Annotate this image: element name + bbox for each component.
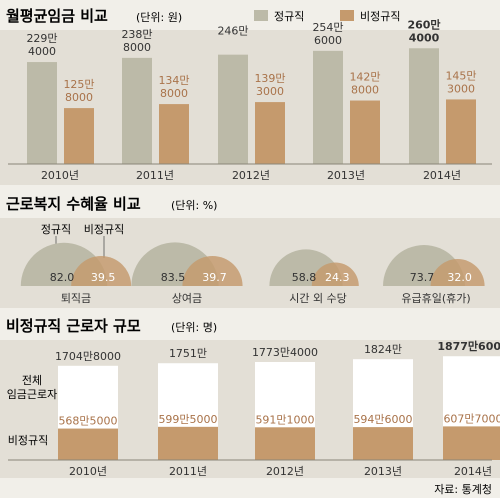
workers-title: 비정규직 근로자 규모 [6,317,141,335]
welfare-unit: (단위: %) [171,199,217,212]
workers-x-tick: 2012년 [266,465,304,478]
welfare-section: 근로복지 수혜율 비교 (단위: %) 정규직 비정규직 82.0 39.5퇴직금… [0,195,500,308]
welfare-legend-nonregular-label: 비정규직 [84,223,124,236]
workers-unit: (단위: 명) [171,321,217,334]
welfare-value-regular: 73.7 [410,271,435,284]
wage-bar-regular [27,62,57,164]
wage-bar-nonregular [350,100,380,164]
workers-bar-total [158,363,218,427]
workers-legend-total-line2: 임금근로자 [7,388,58,401]
welfare-title: 근로복지 수혜율 비교 [6,195,141,213]
wage-title: 월평균임금 비교 [6,7,108,25]
welfare-category-label: 상여금 [172,292,202,305]
wage-label-nonregular-line2: 8000 [65,91,93,104]
workers-label-nonregular: 568만5000 [58,415,117,428]
welfare-value-regular: 82.0 [50,271,75,284]
workers-label-nonregular: 591만1000 [255,413,314,426]
workers-label-total: 1824만 [364,343,402,356]
wage-label-regular-line1: 254만 [312,21,343,34]
wage-label-regular-line2: 6000 [314,34,342,47]
wage-label-nonregular-line1: 125만 [63,78,94,91]
wage-bar-nonregular [255,102,285,164]
wage-label-regular-line1: 229만 [26,32,57,45]
workers-legend-nonregular: 비정규직 [8,434,48,447]
wage-bar-regular [409,48,439,165]
worker-bars: 1704만8000 568만5000 2010년 1751만 599만5000 2011년… [55,339,500,478]
wage-label-regular-line1: 260만 [407,17,440,31]
wage-bar-regular [313,50,343,164]
welfare-value-nonregular: 32.0 [447,271,472,284]
welfare-dome-nonregular [311,262,359,286]
workers-legend-total-line1: 전체 [22,374,42,387]
workers-label-total: 1704만8000 [55,350,121,363]
wage-label-regular-line2: 4000 [28,45,56,58]
workers-label-nonregular: 599만5000 [158,413,217,426]
workers-bar-nonregular [443,426,500,460]
wage-x-tick: 2014년 [423,169,461,182]
wage-legend-regular-label: 정규직 [274,10,304,23]
welfare-dome-nonregular [182,255,243,286]
wage-label-regular-line2: 8000 [123,41,151,54]
wage-legend-nonregular-label: 비정규직 [360,10,400,23]
workers-x-tick: 2014년 [454,465,492,478]
workers-bar-nonregular [58,428,118,460]
wage-section: 월평균임금 비교 (단위: 원) 정규직 비정규직 229만4000125만80… [0,7,500,185]
wage-label-regular-line2: 4000 [409,31,440,44]
wage-label-nonregular-line1: 145만 [445,69,476,82]
wage-x-tick: 2012년 [232,169,270,182]
workers-bar-nonregular [255,427,315,460]
wage-label-nonregular-line2: 3000 [256,85,284,98]
workers-bar-total [353,359,413,428]
welfare-category-label: 퇴직금 [61,292,91,305]
workers-section: 비정규직 근로자 규모 (단위: 명) 전체 임금근로자 비정규직 1704만8… [0,317,500,478]
wage-legend-nonregular-swatch [340,10,354,21]
welfare-category-label: 시간 외 수당 [289,292,347,305]
wage-label-nonregular-line2: 8000 [160,87,188,100]
wage-bars: 229만4000125만80002010년238만8000134만8000201… [26,17,476,182]
wage-x-tick: 2011년 [136,169,174,182]
workers-bar-total [255,361,315,428]
workers-label-total: 1877만6000 [437,339,500,353]
welfare-legend-regular-label: 정규직 [41,223,71,236]
workers-bar-total [443,356,500,427]
wage-bar-nonregular [64,108,94,164]
workers-bar-nonregular [158,426,218,460]
wage-label-nonregular-line1: 134만 [158,74,189,87]
wage-label-nonregular-line1: 142만 [349,71,380,84]
workers-bar-nonregular [353,427,413,460]
welfare-value-nonregular: 39.7 [202,271,227,284]
workers-label-nonregular: 607만7000 [443,412,500,425]
welfare-value-regular: 83.5 [161,271,186,284]
wage-legend-regular-swatch [254,10,268,21]
wage-label-nonregular-line1: 139만 [254,72,285,85]
wage-label-regular-line1: 238만 [121,28,152,41]
welfare-dome-nonregular [430,259,485,286]
workers-label-nonregular: 594만6000 [353,413,412,426]
wage-bar-regular [122,57,152,164]
workers-x-tick: 2011년 [169,465,207,478]
welfare-value-nonregular: 24.3 [325,271,350,284]
wage-label-regular-line1: 246만 [217,25,248,38]
workers-x-tick: 2010년 [69,465,107,478]
wage-x-tick: 2010년 [41,169,79,182]
wage-bar-nonregular [446,99,476,164]
wage-label-nonregular-line2: 8000 [351,84,379,97]
wage-label-nonregular-line2: 3000 [447,82,475,95]
workers-x-tick: 2013년 [364,465,402,478]
workers-bar-total [58,365,118,429]
welfare-value-regular: 58.8 [292,271,317,284]
wage-bar-regular [218,54,248,164]
workers-label-total: 1751만 [169,347,207,360]
wage-bar-nonregular [159,104,189,164]
wage-unit: (단위: 원) [136,11,182,24]
welfare-value-nonregular: 39.5 [91,271,116,284]
welfare-dome-nonregular [71,256,132,286]
workers-label-total: 1773만4000 [252,346,318,359]
wage-x-tick: 2013년 [327,169,365,182]
source-note: 자료: 통계청 [434,483,492,496]
welfare-category-label: 유급휴일(휴가) [401,291,470,305]
